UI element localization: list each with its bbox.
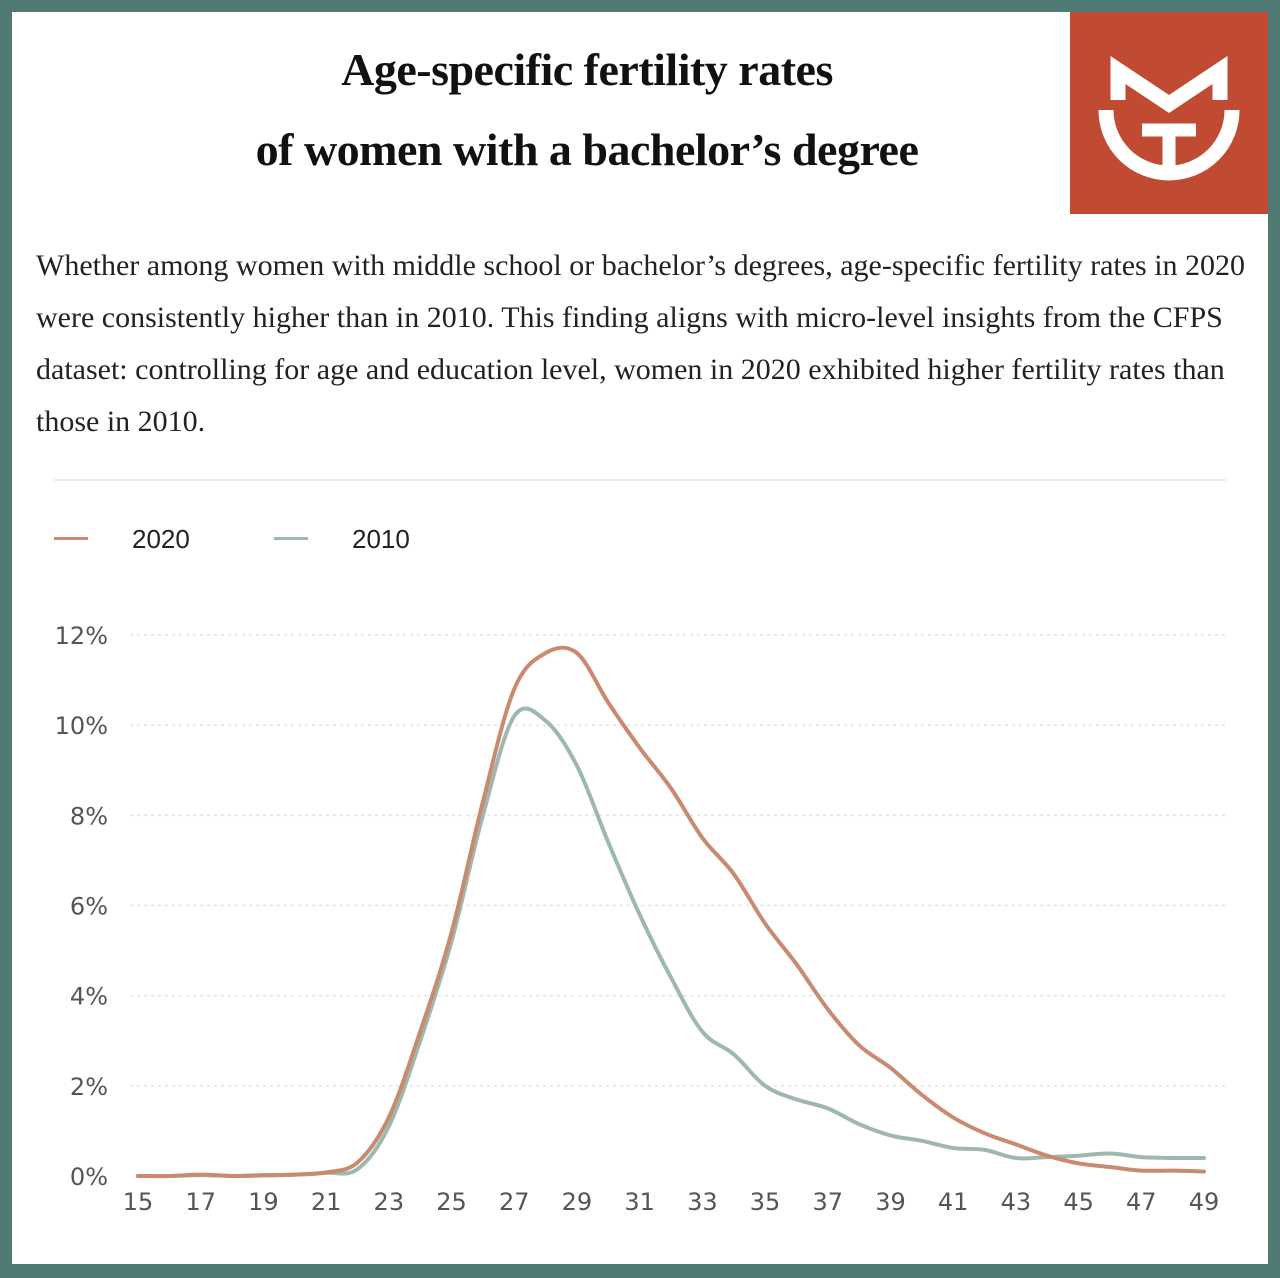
legend-item-2010: 2010 <box>274 518 444 558</box>
grid <box>130 634 1226 1087</box>
legend-swatch-2020 <box>54 537 88 540</box>
y-tick-label: 4% <box>70 983 108 1011</box>
x-tick-label: 41 <box>938 1188 969 1216</box>
y-tick-label: 2% <box>70 1073 108 1101</box>
x-tick-label: 49 <box>1189 1188 1220 1216</box>
y-tick-label: 6% <box>70 893 108 921</box>
x-tick-label: 39 <box>875 1188 906 1216</box>
x-tick-label: 45 <box>1063 1188 1094 1216</box>
x-axis-ticks: 15 17 19 21 23 25 27 29 31 33 35 37 39 41 43 45 47 49 <box>123 1188 1220 1216</box>
y-tick-label: 10% <box>55 712 108 740</box>
chart: 0% 2% 4% 6% 8% 10% 12% 15 17 19 21 23 25 27 29 31 33 35 3… <box>55 622 1226 1216</box>
series-line-2010 <box>136 706 1206 1179</box>
divider <box>54 479 1226 481</box>
x-tick-label: 35 <box>750 1188 781 1216</box>
description: Whether among women with middle school o… <box>36 249 1246 438</box>
y-tick-label: 8% <box>70 802 108 830</box>
mg-logo <box>1070 12 1268 214</box>
x-tick-label: 47 <box>1126 1188 1157 1216</box>
x-tick-label: 15 <box>123 1188 154 1216</box>
series-lines <box>136 645 1206 1179</box>
x-tick-label: 25 <box>436 1188 467 1216</box>
legend-label-2020: 2020 <box>132 524 190 554</box>
x-tick-label: 37 <box>812 1188 843 1216</box>
x-tick-label: 29 <box>562 1188 593 1216</box>
legend-swatch-2010 <box>274 537 308 540</box>
title-line-2: of women with a bachelor’s degree <box>255 124 919 175</box>
x-tick-label: 43 <box>1001 1188 1032 1216</box>
y-axis-ticks: 0% 2% 4% 6% 8% 10% 12% <box>55 622 108 1191</box>
card: Age-specific fertility rates of women wi… <box>12 12 1268 1264</box>
x-tick-label: 31 <box>624 1188 655 1216</box>
y-tick-label: 12% <box>55 622 108 650</box>
legend-item-2020: 2020 <box>54 518 224 558</box>
y-tick-label: 0% <box>70 1163 108 1191</box>
x-tick-label: 23 <box>374 1188 405 1216</box>
title-line-1: Age-specific fertility rates <box>341 44 833 95</box>
x-tick-label: 17 <box>185 1188 216 1216</box>
legend-label-2010: 2010 <box>352 524 410 554</box>
series-line-2020 <box>136 645 1206 1179</box>
x-tick-label: 21 <box>311 1188 342 1216</box>
x-tick-label: 27 <box>499 1188 530 1216</box>
x-tick-label: 33 <box>687 1188 718 1216</box>
x-tick-label: 19 <box>248 1188 279 1216</box>
mg-monogram-logo-icon <box>1098 55 1240 181</box>
page-title: Age-specific fertility rates of women wi… <box>12 30 1162 190</box>
